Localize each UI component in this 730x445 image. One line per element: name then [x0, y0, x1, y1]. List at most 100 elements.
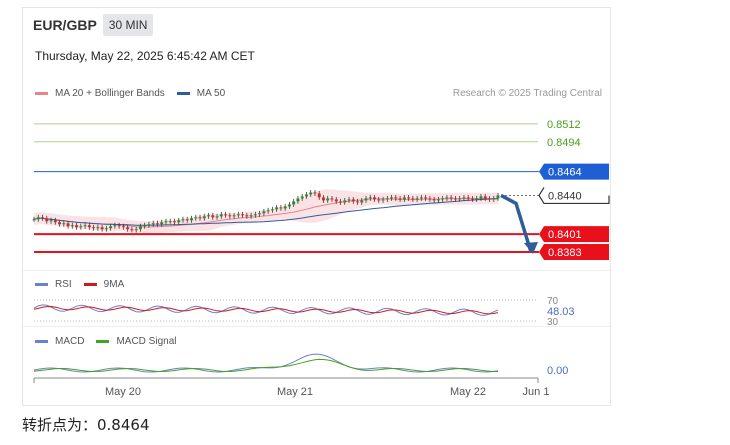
candle-body	[70, 225, 74, 227]
candle-body	[458, 198, 462, 200]
candle-body	[45, 218, 49, 222]
candle-body	[283, 206, 287, 209]
candle-body	[219, 214, 223, 217]
candle-body	[313, 192, 317, 194]
candle-body	[92, 227, 96, 229]
candle-body	[407, 197, 411, 199]
candle-body	[130, 229, 134, 231]
candle-body	[483, 196, 487, 199]
last-price-label: 0.8440	[548, 190, 582, 202]
candle-body	[287, 204, 291, 207]
candle-body	[415, 198, 419, 200]
candle-body	[411, 198, 415, 200]
candle-body	[202, 216, 206, 219]
candle-body	[177, 220, 181, 223]
legend-label-macd-signal: MACD Signal	[116, 336, 177, 347]
candle-body	[449, 197, 453, 199]
candle-body	[321, 197, 325, 201]
level-label: 0.8512	[547, 119, 581, 131]
candle-body	[419, 197, 423, 199]
legend-swatch-macd-signal	[96, 340, 110, 343]
candle-body	[262, 211, 266, 214]
pair-label: EUR/GBP	[33, 17, 97, 33]
candle-body	[87, 225, 91, 228]
main-legend: MA 20 + Bollinger Bands MA 50	[35, 88, 225, 99]
legend-label-macd: MACD	[55, 336, 85, 347]
candle-body	[100, 227, 104, 230]
candle-body	[385, 198, 389, 200]
candle-body	[194, 217, 198, 219]
candle-body	[462, 197, 466, 199]
candle-body	[296, 198, 300, 202]
candle-body	[479, 196, 483, 199]
candle-body	[270, 209, 274, 211]
candle-body	[292, 201, 296, 205]
x-tick-label: May 20	[105, 386, 141, 398]
candle-body	[207, 215, 211, 217]
candle-body	[36, 217, 40, 220]
candle-body	[249, 215, 253, 217]
rsi-line	[33, 304, 499, 316]
rsi-30-label: 30	[547, 317, 559, 328]
candle-body	[300, 196, 304, 199]
candle-body	[190, 218, 194, 221]
panel-divider-macd	[23, 326, 610, 327]
candle-body	[466, 197, 470, 199]
bollinger-band	[34, 189, 498, 233]
candle-body	[138, 226, 142, 230]
forecast-arrow-shaft	[500, 193, 533, 253]
candle-body	[453, 198, 457, 200]
candle-body	[232, 215, 236, 217]
candle-body	[402, 197, 406, 200]
level-tag	[539, 244, 609, 261]
candle-body	[470, 198, 474, 200]
ma50-line	[33, 198, 499, 226]
forecast-arrow-head	[524, 242, 538, 255]
macd-legend: MACD MACD Signal	[35, 336, 176, 347]
legend-label-ma50: MA 50	[196, 88, 226, 99]
level-tag-label: 0.8464	[548, 167, 582, 179]
candle-body	[49, 220, 53, 222]
candle-body	[330, 198, 334, 200]
candle-body	[121, 226, 125, 228]
macd-signal-line	[33, 358, 498, 373]
candle-body	[143, 225, 147, 227]
level-tag	[539, 226, 609, 243]
timeframe-badge[interactable]: 30 MIN	[102, 14, 154, 36]
candle-body	[172, 221, 176, 223]
level-tag-label: 0.8383	[548, 247, 582, 259]
candle-body	[398, 198, 402, 200]
candle-body	[275, 207, 279, 210]
candle-body	[211, 215, 215, 218]
macd-value-label: 0.00	[547, 365, 568, 377]
legend-swatch-rsi	[35, 283, 48, 286]
candle-body	[79, 226, 83, 228]
level-label: 0.8494	[547, 137, 581, 149]
candle-body	[445, 197, 449, 199]
candle-body	[390, 197, 394, 199]
candle-body	[381, 199, 385, 201]
price-chart: 0.8512 0.8494 0.8464 0.8440 0.8401 0.8383 70 30…	[32, 119, 610, 398]
credit-text: Research © 2025 Trading Central	[452, 88, 602, 99]
candle-body	[356, 201, 360, 203]
rsi-70-label: 70	[547, 296, 559, 307]
candle-body	[492, 198, 496, 200]
candle-body	[424, 197, 428, 199]
candle-body	[198, 217, 202, 219]
legend-swatch-9ma	[83, 283, 97, 286]
candle-body	[258, 213, 262, 215]
legend-label-9ma: 9MA	[103, 279, 125, 290]
candle-body	[373, 197, 377, 200]
candle-body	[428, 198, 432, 200]
candle-body	[96, 227, 100, 229]
candle-body	[347, 199, 351, 201]
candle-body	[41, 217, 45, 219]
candle-body	[309, 192, 313, 195]
candle-body	[394, 197, 398, 199]
x-tick-label: Jun 1	[523, 386, 550, 398]
candle-body	[215, 216, 219, 218]
legend-swatch-macd	[35, 340, 48, 343]
candle-body	[66, 223, 70, 227]
candle-body	[253, 214, 257, 216]
candle-body	[113, 225, 117, 227]
